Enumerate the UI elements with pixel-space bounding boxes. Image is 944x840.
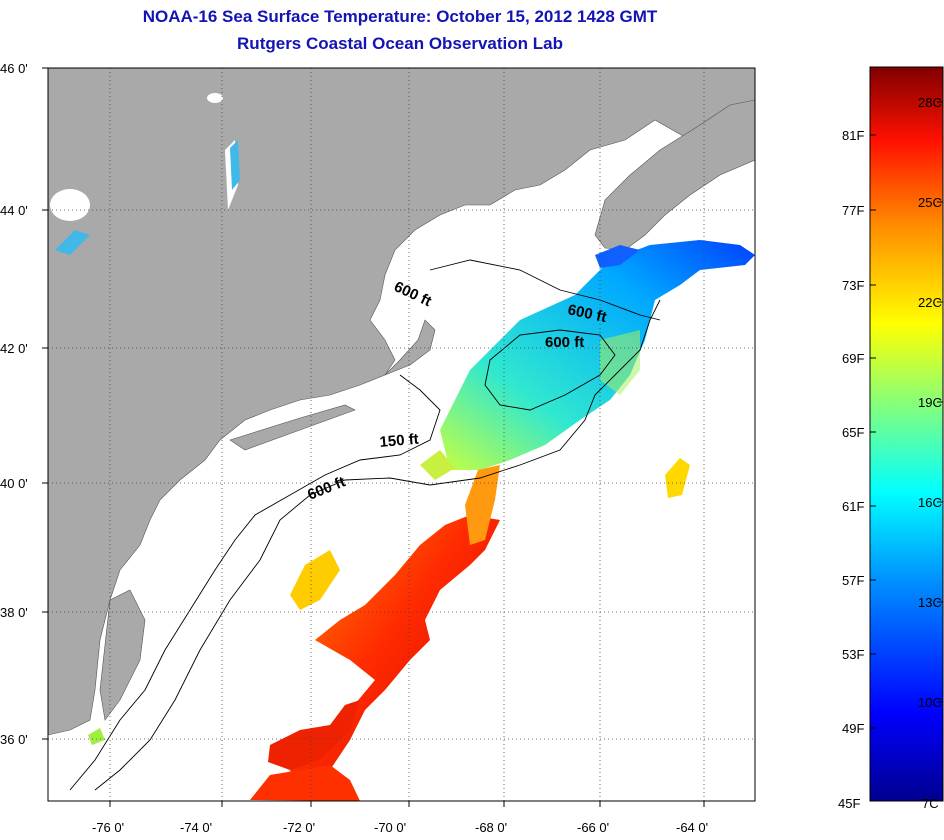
cbar-c-label: 7C <box>922 796 939 811</box>
sst-patch-south-a <box>268 700 360 770</box>
sst-patch-ns-blue <box>595 245 640 268</box>
cbar-c-label: 19C <box>918 395 942 410</box>
contour-label: 600 ft <box>545 334 584 351</box>
cbar-c-label: 28C <box>918 95 942 110</box>
sst-patch-gulf-maine <box>440 240 755 470</box>
bathymetry-contours <box>69 259 661 791</box>
lon-label: -68 0' <box>475 820 507 835</box>
cbar-f-label: 81F <box>842 128 864 143</box>
lake-b <box>50 189 90 221</box>
contour-gulf-maine <box>429 259 661 321</box>
land-long-island <box>229 404 356 451</box>
lat-label: 40 0' <box>0 476 28 491</box>
sst-patch-coastal-green <box>88 728 105 745</box>
map-title: NOAA-16 Sea Surface Temperature: October… <box>142 7 658 26</box>
lon-label: -64 0' <box>676 820 708 835</box>
lat-label: 42 0' <box>0 341 28 356</box>
contour-600ft-shelf <box>94 299 661 791</box>
cbar-f-label: 57F <box>842 573 864 588</box>
lon-label: -70 0' <box>374 820 406 835</box>
lake-a <box>207 93 223 103</box>
lat-label: 36 0' <box>0 732 28 747</box>
cbar-f-label: 45F <box>838 796 860 811</box>
lat-label: 46 0' <box>0 61 28 76</box>
sst-patch-shelf-yellow <box>290 550 340 610</box>
lon-label: -74 0' <box>180 820 212 835</box>
sst-patch-nw-blue <box>55 230 90 255</box>
cbar-f-label: 69F <box>842 351 864 366</box>
sst-patch-south-b <box>250 765 360 801</box>
cbar-c-label: 16C <box>918 495 942 510</box>
cbar-f-label: 61F <box>842 499 864 514</box>
contour-georges-bank <box>484 329 616 411</box>
colorbar-gradient <box>869 66 944 802</box>
cbar-f-label: 77F <box>842 203 864 218</box>
contour-label: 150 ft <box>379 431 420 451</box>
cbar-c-label: 22C <box>918 295 942 310</box>
cbar-c-label: 10C <box>918 695 942 710</box>
colorbar-ticks <box>870 101 943 729</box>
map-frame <box>47 67 756 802</box>
cbar-f-label: 49F <box>842 721 864 736</box>
sst-patch-offshore-yellow <box>665 458 690 498</box>
lat-label: 44 0' <box>0 203 28 218</box>
land-cape-cod <box>384 319 436 376</box>
sst-patch-orange-small <box>465 465 500 545</box>
sst-patch-nj-shelf <box>420 450 455 480</box>
lon-label: -66 0' <box>577 820 609 835</box>
axis-ticks <box>42 67 705 807</box>
land-nova-scotia <box>594 99 755 251</box>
contour-150ft-shelf <box>69 374 441 791</box>
cbar-f-label: 65F <box>842 425 864 440</box>
land-mainland <box>48 68 755 736</box>
lat-label: 38 0' <box>0 605 28 620</box>
cbar-f-label: 73F <box>842 278 864 293</box>
cbar-f-label: 53F <box>842 647 864 662</box>
land-delmarva <box>99 589 146 721</box>
cbar-c-label: 25C <box>918 195 942 210</box>
lon-label: -76 0' <box>92 820 124 835</box>
sst-patch-georges <box>600 330 640 395</box>
map-subtitle: Rutgers Coastal Ocean Observation Lab <box>237 34 563 53</box>
lon-label: -72 0' <box>283 820 315 835</box>
cbar-c-label: 13C <box>918 595 942 610</box>
sst-patch-lake-blue <box>230 140 240 190</box>
